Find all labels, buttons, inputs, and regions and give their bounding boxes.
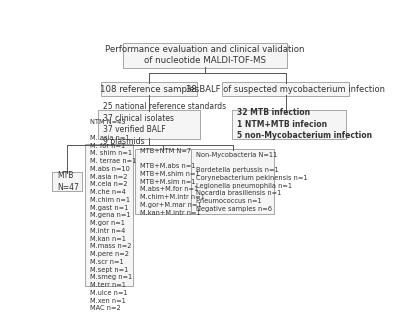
- FancyBboxPatch shape: [222, 82, 349, 96]
- FancyBboxPatch shape: [191, 150, 274, 214]
- FancyBboxPatch shape: [52, 172, 82, 191]
- FancyBboxPatch shape: [135, 150, 192, 214]
- Text: 108 reference samples: 108 reference samples: [100, 84, 199, 94]
- Text: MTB
N=47: MTB N=47: [57, 171, 79, 192]
- Text: 25 national reference standards
37 clinical isolates
37 verified BALF
9 plasmids: 25 national reference standards 37 clini…: [103, 102, 226, 146]
- FancyBboxPatch shape: [102, 82, 197, 96]
- Text: 38 BALF of suspected mycobacterium infection: 38 BALF of suspected mycobacterium infec…: [186, 84, 385, 94]
- Text: 32 MTB infection
1 NTM+MTB infecion
5 non-Mycobacterium infection: 32 MTB infection 1 NTM+MTB infecion 5 no…: [237, 108, 372, 140]
- FancyBboxPatch shape: [98, 110, 200, 138]
- Text: Non-Mycobacteria N=11

Bordetella pertussis n=1
Corynebacterium pekinensis n=1
L: Non-Mycobacteria N=11 Bordetella pertuss…: [196, 151, 308, 212]
- FancyBboxPatch shape: [232, 110, 346, 138]
- FancyBboxPatch shape: [123, 43, 287, 68]
- Text: NTM N=43

M. asia n=1
M. for n=1
M. shim n=1
M. terrae n=1
M.abs n=10
M.asia n=2: NTM N=43 M. asia n=1 M. for n=1 M. shim …: [90, 119, 136, 311]
- Text: MTB+NTM N=7

MTB+M.abs n=1
MTB+M.shim n=1
MTB+M.sim n=1
M.abs+M.for n=1
M.chim+M: MTB+NTM N=7 MTB+M.abs n=1 MTB+M.shim n=1…: [140, 148, 204, 216]
- FancyBboxPatch shape: [85, 144, 133, 287]
- Text: Performance evaluation and clinical validation
of nucleotide MALDI-TOF-MS: Performance evaluation and clinical vali…: [105, 45, 305, 66]
